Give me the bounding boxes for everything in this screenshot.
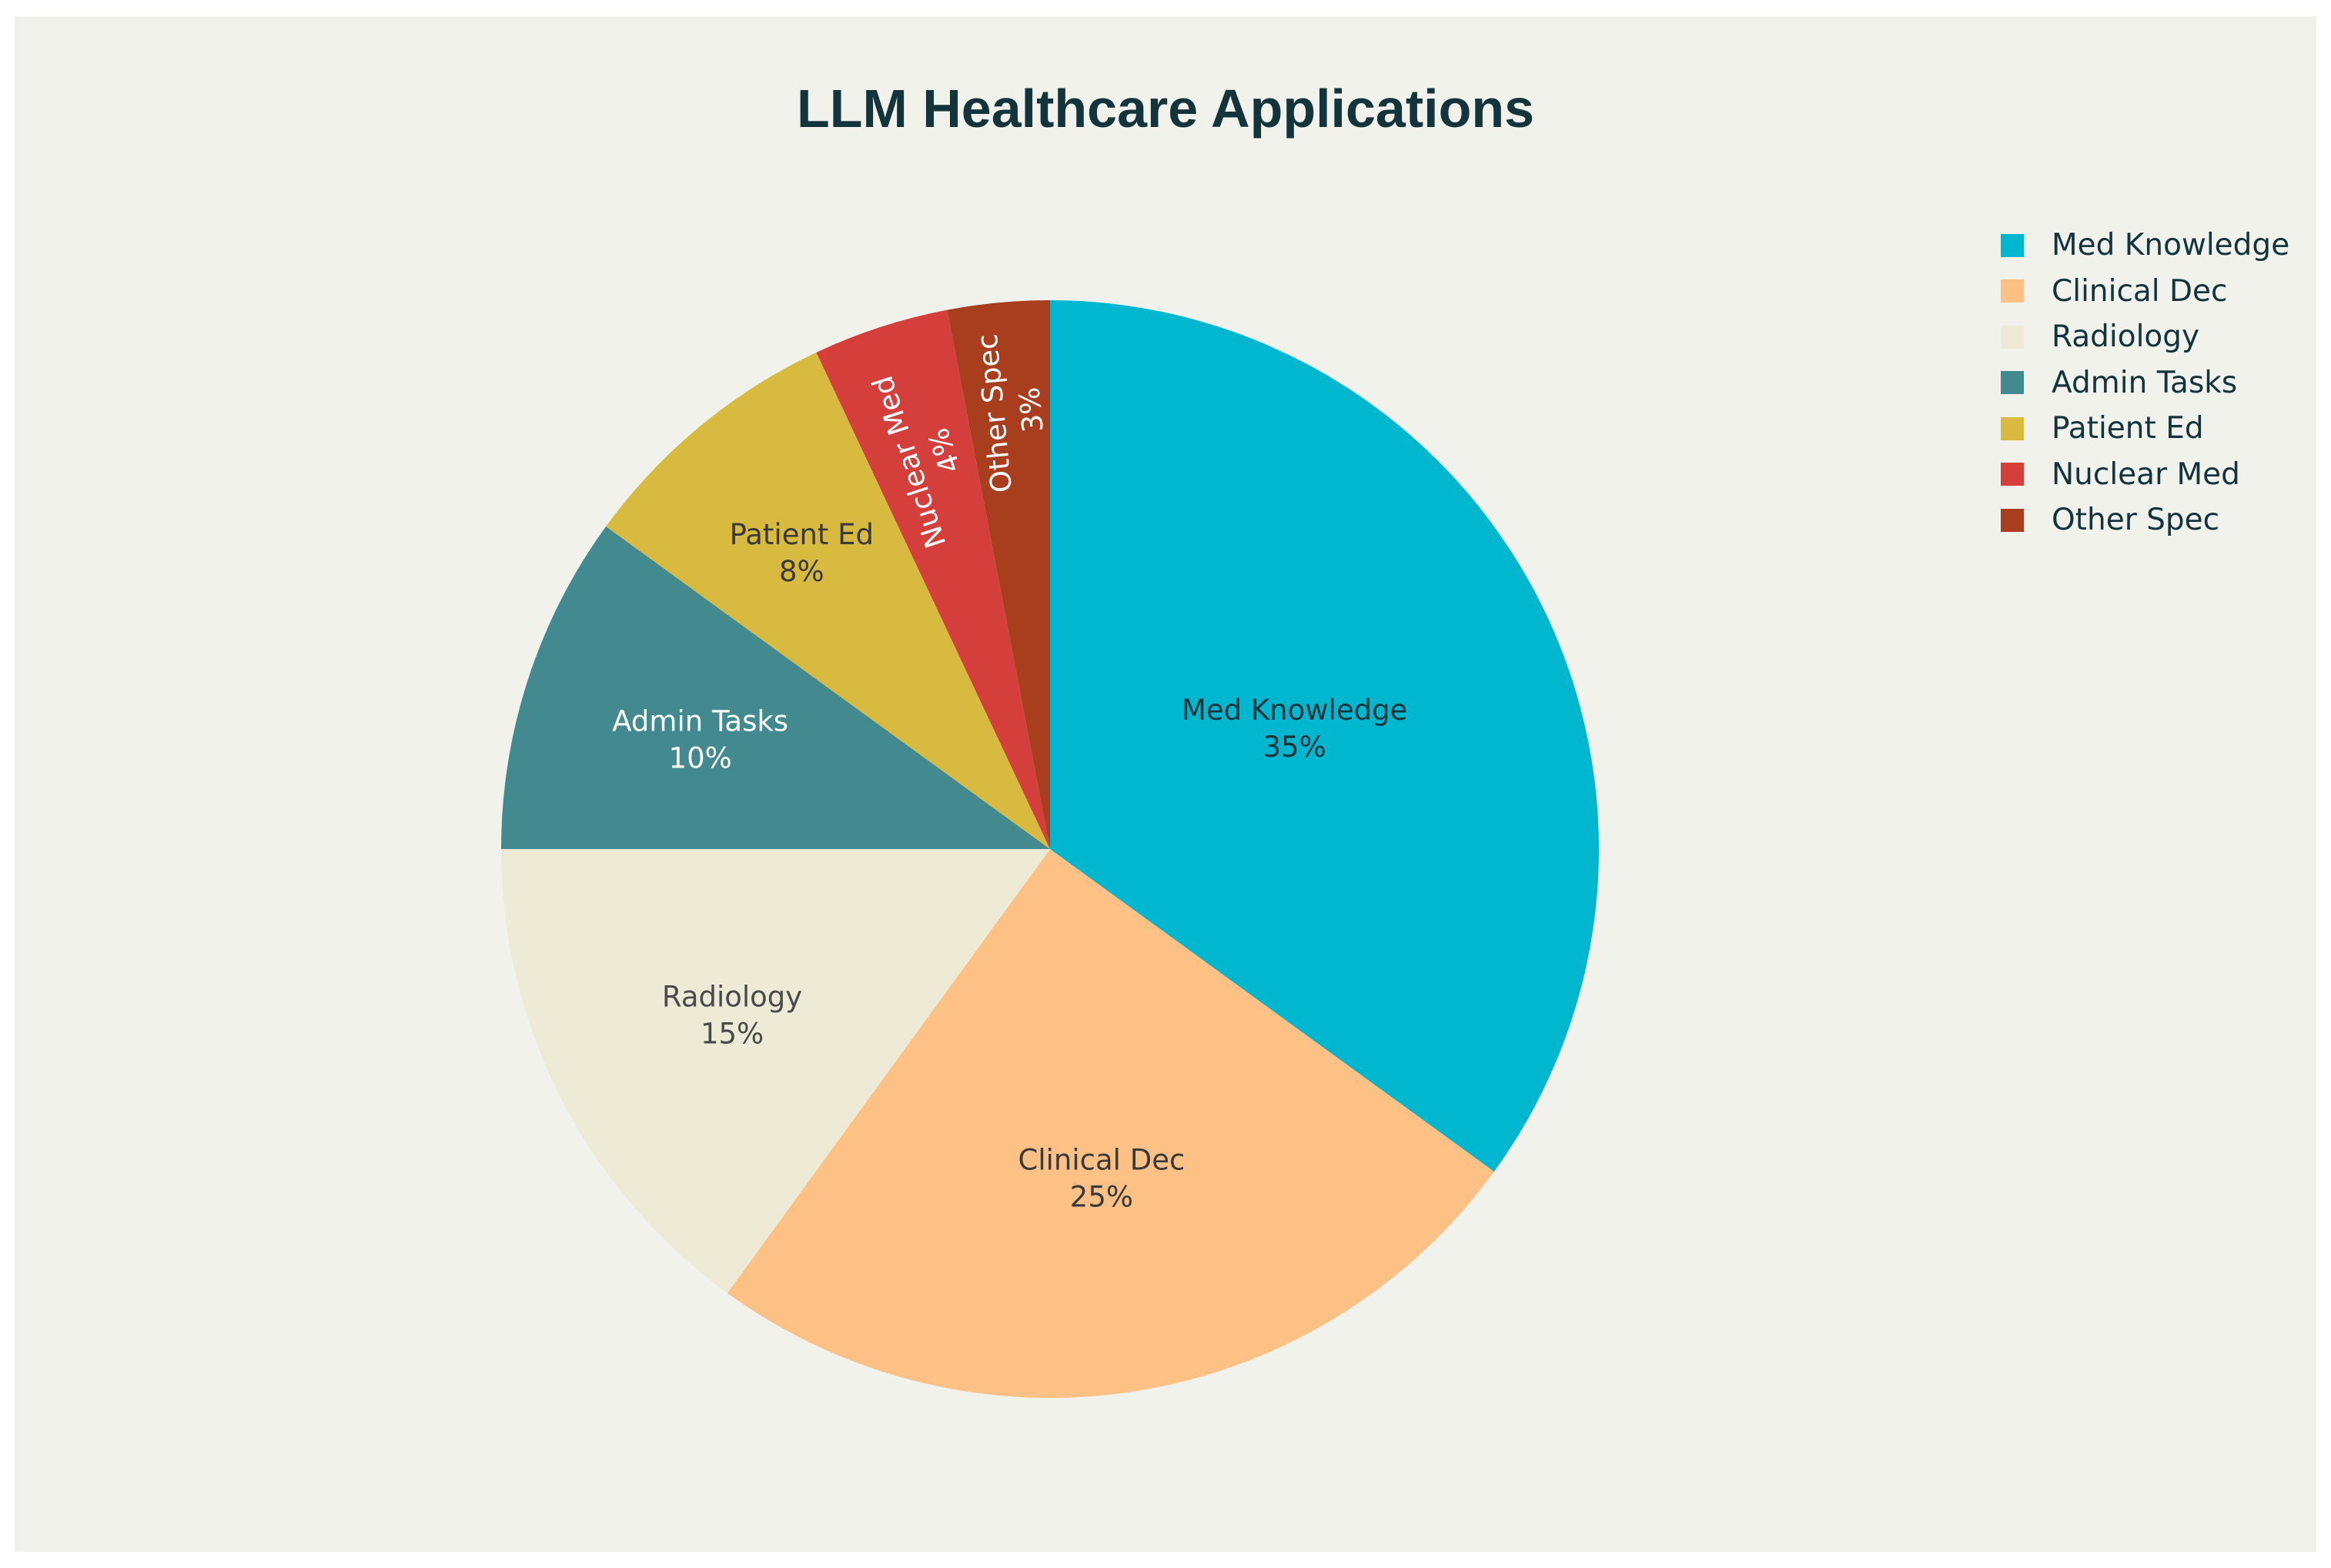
legend-label: Patient Ed — [2052, 411, 2204, 446]
legend-label: Admin Tasks — [2052, 365, 2238, 400]
legend-label: Other Spec — [2052, 503, 2220, 538]
legend-item-clinical-dec[interactable]: Clinical Dec — [2001, 269, 2309, 315]
legend-item-nuclear-med[interactable]: Nuclear Med — [2001, 452, 2309, 498]
pie-slice-med-knowledge[interactable] — [1050, 300, 1599, 1172]
slice-category-label: Patient Ed — [730, 518, 874, 551]
pie-slice-clinical-dec[interactable] — [727, 849, 1494, 1398]
legend-swatch — [2001, 371, 2024, 395]
legend-item-patient-ed[interactable]: Patient Ed — [2001, 406, 2309, 452]
slice-label-radiology: Radiology 15% — [662, 980, 802, 1050]
slice-percent-label: 3% — [1013, 386, 1050, 433]
legend-swatch — [2001, 279, 2024, 303]
pie-chart: Med Knowledge 35% Clinical Dec 25% Radiology… — [501, 300, 1599, 1398]
slice-label-med-knowledge: Med Knowledge 35% — [1182, 694, 1407, 764]
slice-percent-label: 35% — [1263, 731, 1326, 764]
legend-swatch — [2001, 508, 2024, 532]
chart-frame: Med Knowledge 35% Clinical Dec 25% Radiology… — [15, 16, 2316, 1552]
legend-item-med-knowledge[interactable]: Med Knowledge — [2001, 222, 2309, 269]
pie-slices — [501, 300, 1599, 1398]
legend-label: Med Knowledge — [2052, 228, 2290, 263]
pie-slice-nuclear-med[interactable] — [816, 309, 1050, 850]
legend-swatch — [2001, 416, 2024, 440]
slice-percent-label: 8% — [779, 555, 824, 588]
legend-swatch — [2001, 325, 2024, 349]
chart-title: LLM Healthcare Applications — [796, 79, 1535, 139]
slice-category-label: Admin Tasks — [612, 704, 788, 737]
legend-swatch — [2001, 233, 2024, 257]
legend-label: Clinical Dec — [2052, 273, 2228, 309]
legend-item-radiology[interactable]: Radiology — [2001, 314, 2309, 360]
slice-category-label: Clinical Dec — [1018, 1144, 1186, 1177]
pie-slice-admin-tasks[interactable] — [501, 526, 1050, 849]
slice-label-patient-ed: Patient Ed 8% — [730, 518, 874, 588]
slice-label-clinical-dec: Clinical Dec 25% — [1018, 1144, 1186, 1214]
legend-label: Radiology — [2052, 319, 2200, 355]
slice-percent-label: 15% — [701, 1017, 764, 1050]
legend-swatch — [2001, 463, 2024, 486]
legend-label: Nuclear Med — [2052, 456, 2240, 492]
slice-category-label: Med Knowledge — [1182, 694, 1407, 727]
slice-category-label: Radiology — [662, 980, 802, 1013]
pie-slice-radiology[interactable] — [501, 849, 1050, 1293]
pie-slice-other-spec[interactable] — [947, 300, 1050, 849]
legend: Med Knowledge Clinical Dec Radiology Admin … — [2001, 222, 2309, 543]
pie-slice-patient-ed[interactable] — [606, 352, 1050, 850]
legend-item-other-spec[interactable]: Other Spec — [2001, 497, 2309, 543]
legend-item-admin-tasks[interactable]: Admin Tasks — [2001, 360, 2309, 406]
slice-label-admin-tasks: Admin Tasks 10% — [612, 704, 788, 774]
slice-percent-label: 10% — [669, 741, 732, 774]
slice-percent-label: 25% — [1070, 1181, 1133, 1214]
